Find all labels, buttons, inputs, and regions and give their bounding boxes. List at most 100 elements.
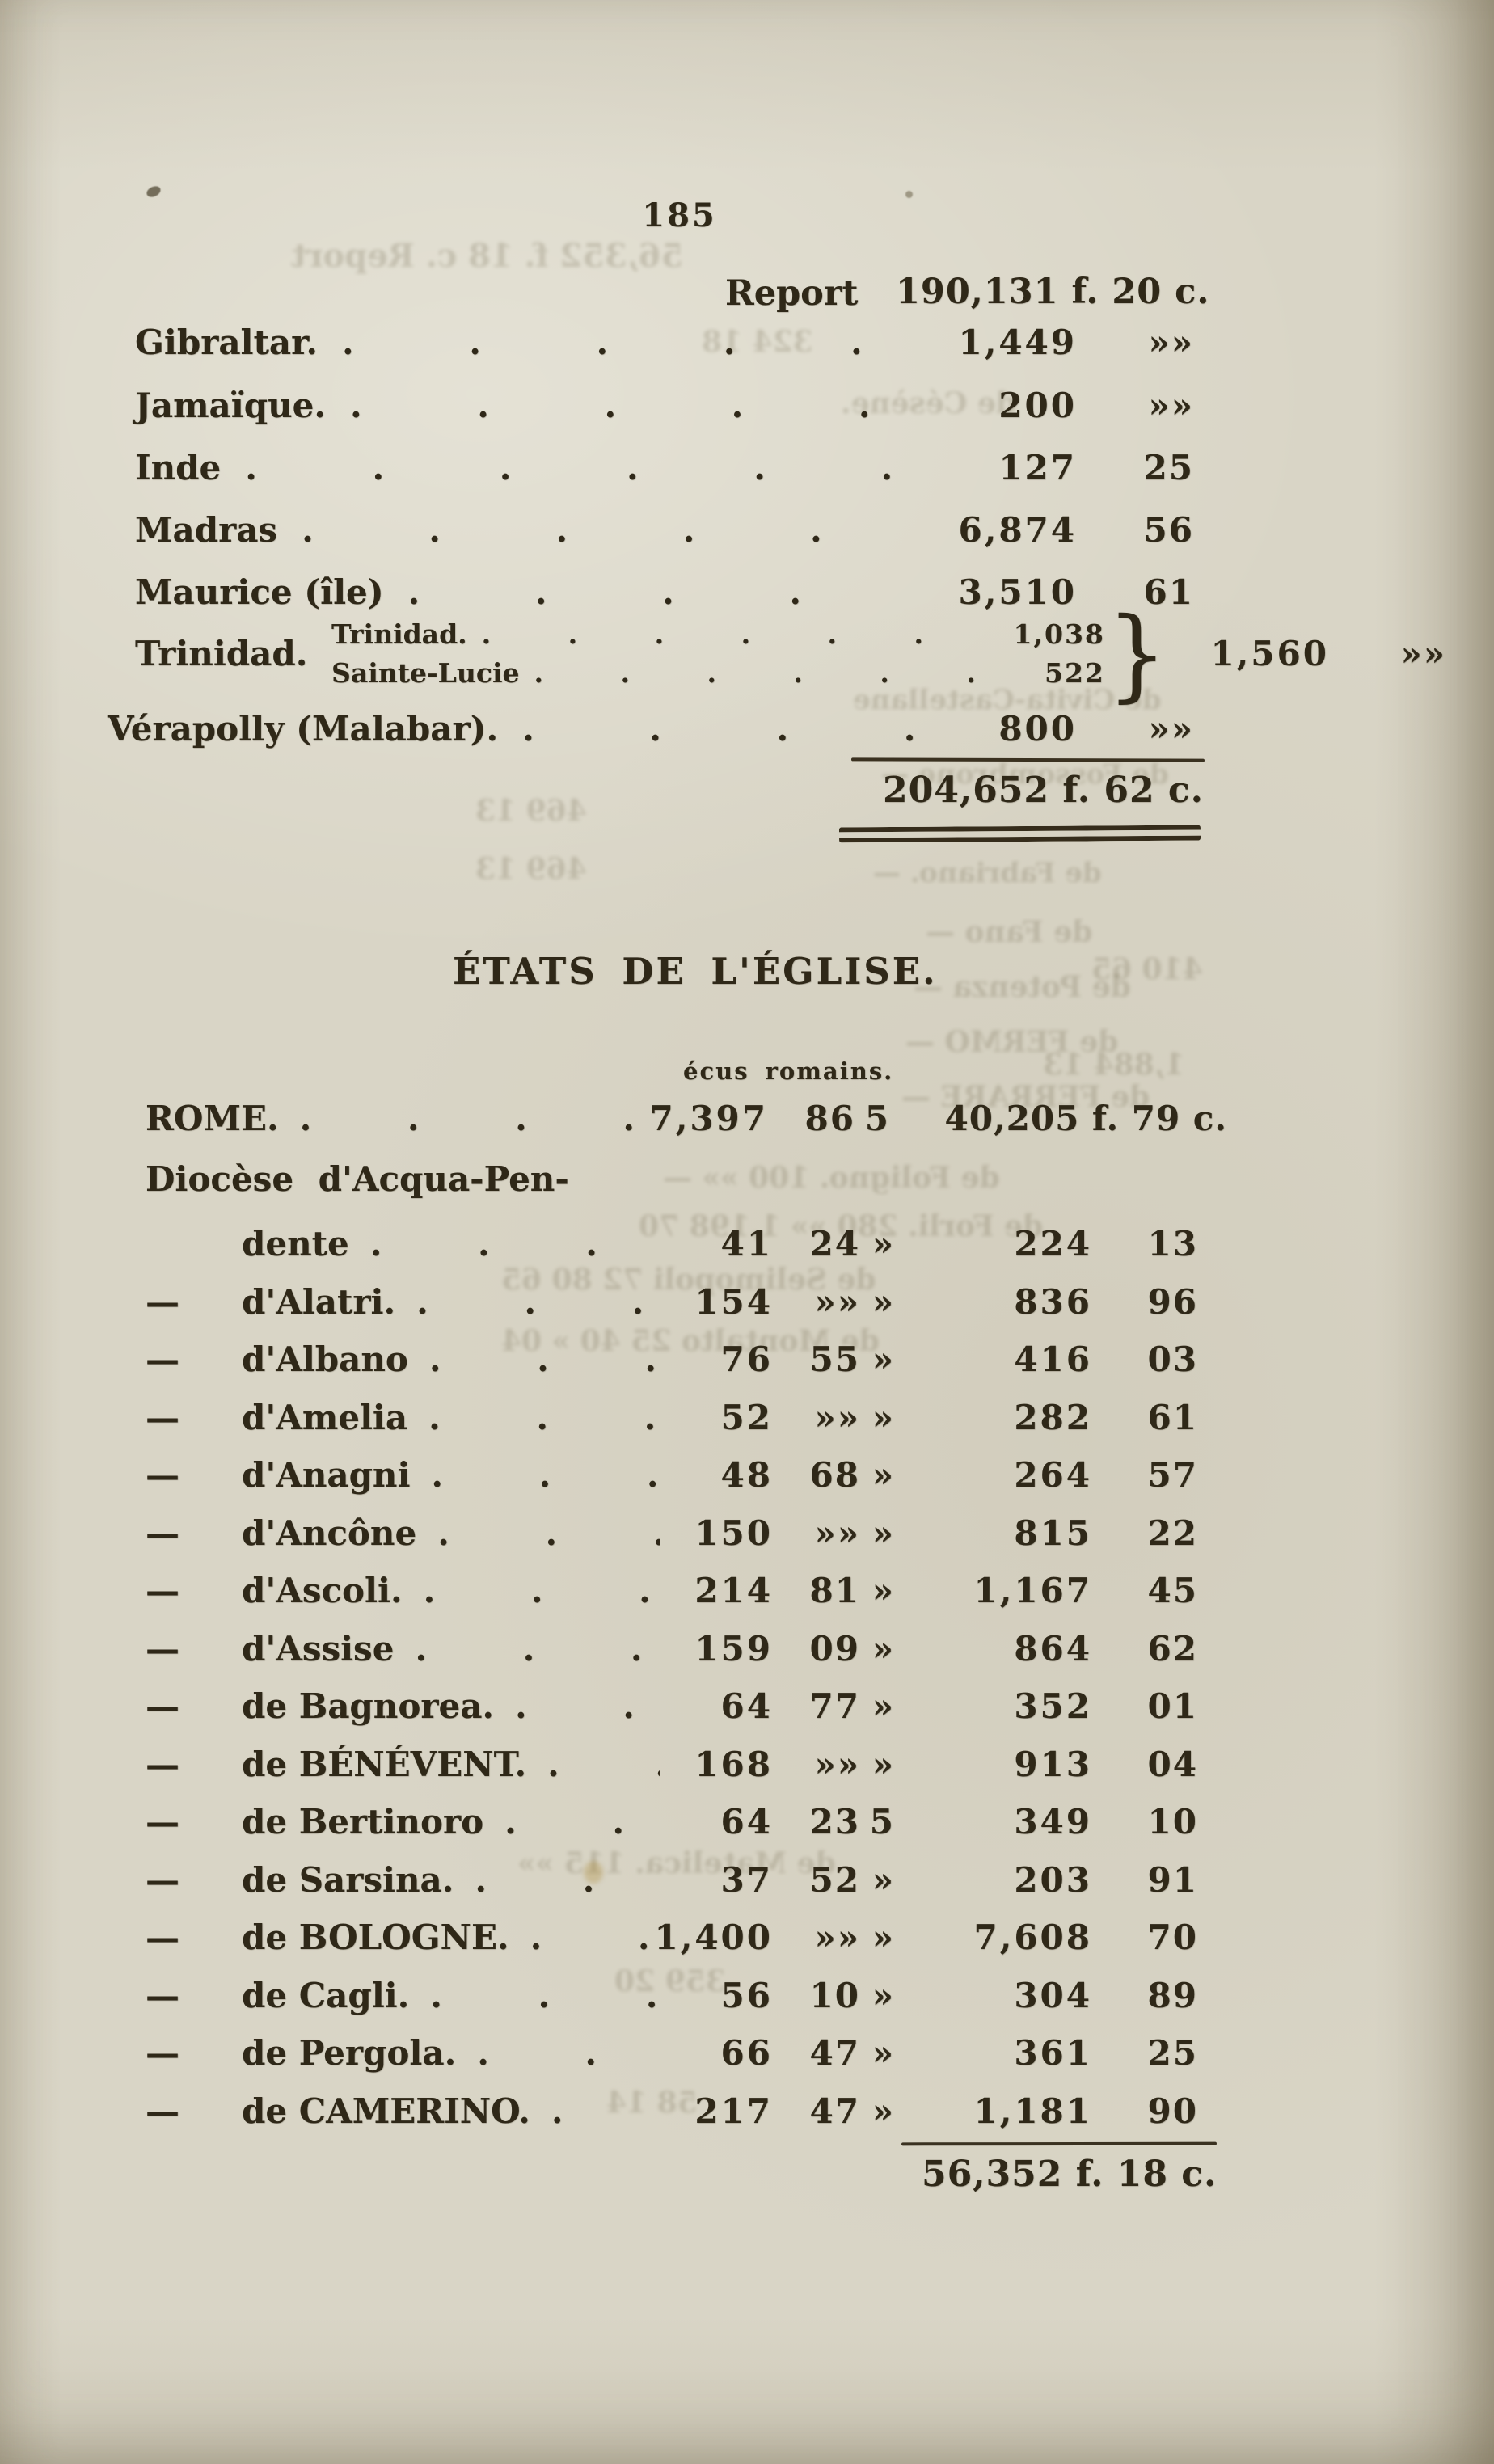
amount-francs: 200	[998, 386, 1077, 425]
dot-leader	[456, 2032, 660, 2074]
amount-centimes: 22	[1147, 1513, 1198, 1553]
dot-leader	[326, 385, 915, 427]
ecus-scudi: 154	[694, 1282, 773, 1322]
diocese-label: de BÉNÉVENT.	[242, 1745, 527, 1784]
amount-centimes: 56	[1143, 510, 1194, 550]
ecus-baiocchi: »»	[814, 1282, 860, 1322]
table-row: — d'Ancône 150 »» » 815 22	[146, 1513, 1198, 1555]
table-row: — de Pergola. 66 47 » 361 25	[146, 2032, 1198, 2074]
amount-francs: 1,181	[973, 2091, 1092, 2131]
brace-sub-table: Trinidad. 1,038 Sainte-Lucie 522	[331, 617, 1105, 691]
amount-francs: 127	[998, 448, 1077, 487]
table-row: — d'Albano 76 55 » 416 03	[146, 1339, 1198, 1381]
ditto-dash: —	[146, 1455, 179, 1495]
table-row: — d'Assise 159 09 » 864 62	[146, 1628, 1198, 1670]
table-row-rome: ROME. 7,397 86 5 40,205 f. 79 c.	[146, 1098, 1226, 1140]
ecus-denari: »	[872, 2091, 894, 2131]
amount-francs: 352	[1014, 1686, 1092, 1726]
diocese-label: de BOLOGNE.	[242, 1918, 509, 1957]
place-label: Madras	[135, 510, 278, 550]
diocese-label: d'Amelia	[242, 1398, 408, 1437]
ditto-dash: —	[146, 1745, 179, 1784]
ghost-text: 1,884 13	[1043, 1048, 1185, 1082]
dot-leader	[279, 1098, 650, 1140]
ecus-denari: »	[872, 1398, 894, 1437]
double-rule	[838, 825, 1201, 843]
dot-leader	[409, 1975, 660, 2017]
ecus-scudi: 52	[720, 1398, 773, 1437]
ecus-baiocchi: 86	[804, 1099, 855, 1138]
amount-francs: 224	[1014, 1224, 1092, 1264]
amount-centimes: 90	[1147, 2091, 1198, 2131]
amount-centimes: 13	[1147, 1224, 1198, 1264]
table-row: Inde 127 25	[135, 447, 1194, 489]
ecus-baiocchi: 77	[809, 1686, 860, 1726]
dot-leader	[494, 1686, 660, 1728]
diocese-label: de CAMERINO.	[242, 2091, 530, 2131]
ecus-scudi: 37	[720, 1860, 773, 1900]
amount-francs: 1,167	[973, 1571, 1092, 1610]
table-row: — de CAMERINO. 217 47 » 1,181 90	[146, 2091, 1198, 2133]
table-row: — d'Anagni 48 68 » 264 57	[146, 1454, 1198, 1496]
ecus-baiocchi: »»	[814, 1513, 860, 1553]
table-row: — de BÉNÉVENT. 168 »» » 913 04	[146, 1744, 1198, 1786]
table-row: Vérapolly (Malabar). 800 »»	[108, 708, 1194, 750]
ecus-scudi: 7,397	[649, 1099, 768, 1138]
ecus-baiocchi: 23	[809, 1802, 860, 1842]
ecus-scudi: 66	[720, 2033, 773, 2073]
place-label: Inde	[135, 448, 222, 487]
ecus-denari: »	[872, 1455, 894, 1495]
dot-leader	[416, 1513, 660, 1555]
table-row: — de Sarsina. 37 52 » 203 91	[146, 1859, 1198, 1901]
table-row: — de Bertinoro 64 23 5 349 10	[146, 1801, 1198, 1843]
ecus-denari: »	[872, 1745, 894, 1784]
report-value: 190,131 f. 20 c.	[896, 272, 1210, 312]
ditto-dash: —	[146, 1976, 179, 2015]
ecus-denari: »	[872, 1918, 894, 1957]
sub-row: Trinidad. 1,038	[331, 617, 1105, 652]
table-row: — d'Amelia 52 »» » 282 61	[146, 1397, 1198, 1439]
table-row: — de BOLOGNE. 1,400 »» » 7,608 70	[146, 1917, 1198, 1959]
amount-centimes: 25	[1143, 448, 1194, 487]
ecus-scudi: 159	[694, 1629, 773, 1669]
amount-centimes: 10	[1147, 1802, 1198, 1842]
dot-leader	[526, 1744, 660, 1786]
sub-place-label: Sainte-Lucie	[331, 657, 520, 689]
ecus-scudi: 41	[720, 1224, 773, 1264]
ghost-text: de Potenza —	[914, 970, 1131, 1004]
dot-leader	[277, 509, 915, 551]
amount-francs: 282	[1014, 1398, 1092, 1437]
amount-centimes: »»	[1148, 323, 1194, 362]
sum-rule	[901, 2141, 1218, 2146]
ditto-dash: —	[146, 1918, 179, 1957]
ecus-denari: »	[872, 1282, 894, 1322]
ghost-text: de Foligno. 100 »» —	[663, 1161, 1000, 1195]
sub-place-label: Trinidad.	[331, 618, 467, 650]
ecus-baiocchi: »»	[814, 1745, 860, 1784]
ecus-scudi: 48	[720, 1455, 773, 1495]
ditto-dash: —	[146, 1571, 179, 1610]
ghost-text: de FERMO —	[905, 1025, 1119, 1059]
diocese-label: de Bagnorea.	[242, 1686, 495, 1726]
place-label: Gibraltar.	[135, 323, 318, 362]
amount-centimes: 61	[1147, 1398, 1198, 1437]
amount-francs: 416	[1014, 1340, 1092, 1379]
ecus-denari: »	[872, 2033, 894, 2073]
ecus-denari: »	[872, 1340, 894, 1379]
amount-francs: 836	[1014, 1282, 1092, 1322]
ditto-dash: —	[146, 1513, 179, 1553]
ecus-scudi: 214	[694, 1571, 773, 1610]
section-heading: ÉTATS DE L'ÉGLISE.	[453, 950, 938, 993]
ecus-scudi: 76	[720, 1340, 773, 1379]
ditto-dash: —	[146, 1282, 179, 1322]
ecus-scudi: 168	[694, 1745, 773, 1784]
ditto-dash: —	[146, 2091, 179, 2131]
amount-francs: 913	[1014, 1745, 1092, 1784]
ecus-denari: »	[872, 1224, 894, 1264]
amount-centimes: 61	[1143, 572, 1194, 612]
ecus-baiocchi: 09	[809, 1629, 860, 1669]
table-row: Maurice (île) 3,510 61	[135, 572, 1194, 614]
place-label: Vérapolly (Malabar).	[108, 709, 499, 749]
diocese-intro: Diocèse d'Acqua-Pen-	[146, 1159, 569, 1199]
diocese-label: dente	[242, 1224, 349, 1264]
